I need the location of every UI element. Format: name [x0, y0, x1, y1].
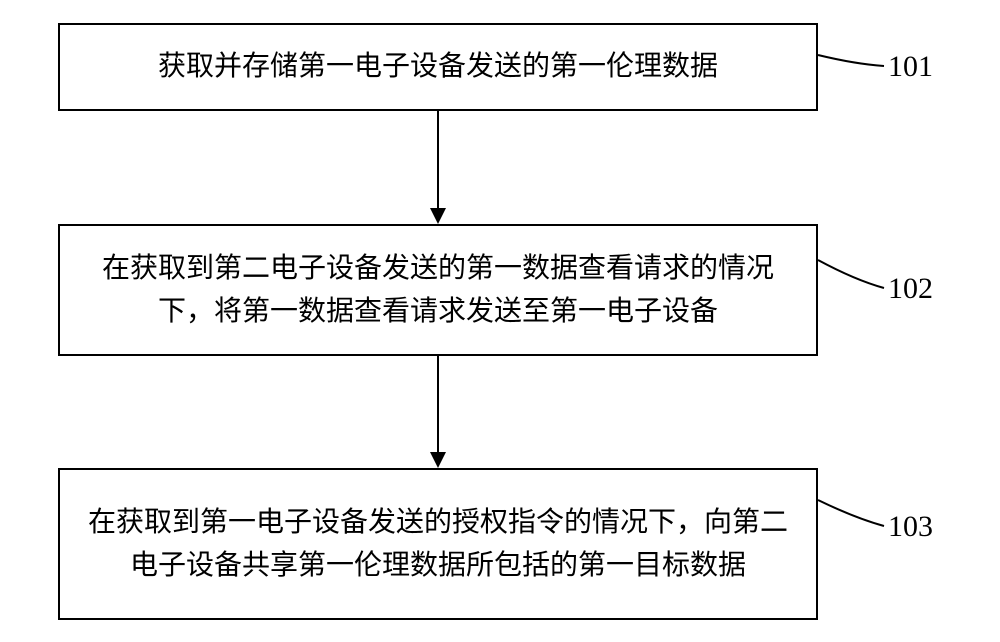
label-connector-3: [0, 0, 1000, 642]
flowchart-canvas: 获取并存储第一电子设备发送的第一伦理数据 101 在获取到第二电子设备发送的第一…: [0, 0, 1000, 642]
